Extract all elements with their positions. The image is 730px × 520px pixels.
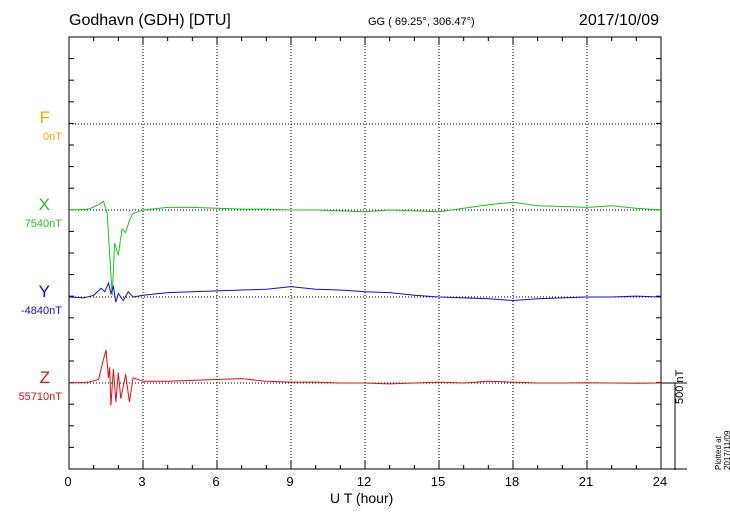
- plotted-timestamp: Plotted at 2017/11/09 01:33 UT: [714, 430, 730, 470]
- x-tick-9: 9: [286, 474, 294, 489]
- x-tick-3: 3: [138, 474, 146, 489]
- x-tick-12: 12: [356, 474, 372, 489]
- series-line-y: [68, 281, 662, 303]
- x-axis-label: U T (hour): [330, 490, 394, 506]
- component-label-f: F: [39, 108, 50, 127]
- x-tick-6: 6: [212, 474, 220, 489]
- x-tick-21: 21: [578, 474, 594, 489]
- baseline-label-f: 0nT: [43, 131, 62, 143]
- baseline-label-y: -4840nT: [21, 305, 62, 317]
- station-title: Godhavn (GDH) [DTU]: [69, 12, 231, 29]
- scale-bar-label: 500 nT: [674, 369, 686, 404]
- component-label-y: Y: [38, 282, 50, 301]
- baseline-label-z: 55710nT: [18, 391, 62, 403]
- component-label-z: Z: [39, 368, 50, 387]
- x-tick-24: 24: [652, 474, 668, 489]
- x-tick-18: 18: [504, 474, 520, 489]
- x-tick-15: 15: [430, 474, 446, 489]
- x-tick-0: 0: [64, 474, 72, 489]
- station-coordinates: GG ( 69.25°, 306.47°): [368, 16, 475, 28]
- baseline-label-x: 7540nT: [24, 218, 62, 230]
- plot-date: 2017/10/09: [578, 12, 659, 29]
- series-line-x: [68, 200, 662, 296]
- series-line-z: [68, 349, 662, 406]
- component-label-x: X: [38, 195, 50, 214]
